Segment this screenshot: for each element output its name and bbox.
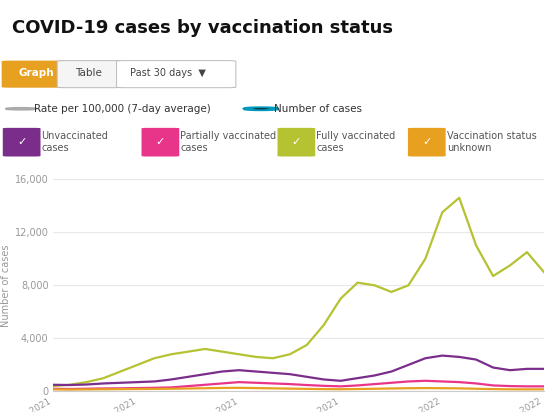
FancyBboxPatch shape [142,128,179,157]
FancyBboxPatch shape [57,61,121,88]
Text: ✓: ✓ [156,137,165,147]
FancyBboxPatch shape [117,61,236,88]
Text: Rate per 100,000 (7-day average): Rate per 100,000 (7-day average) [34,104,211,114]
FancyBboxPatch shape [3,128,41,157]
FancyBboxPatch shape [2,61,71,88]
Text: Graph: Graph [18,68,54,78]
Y-axis label: Number of cases: Number of cases [1,244,11,327]
Text: ✓: ✓ [292,137,301,147]
Text: COVID-19 cases by vaccination status: COVID-19 cases by vaccination status [12,19,393,37]
Text: Fully vaccinated
cases: Fully vaccinated cases [316,131,396,153]
Text: ✓: ✓ [17,137,26,147]
FancyBboxPatch shape [278,128,315,157]
Text: Past 30 days  ▼: Past 30 days ▼ [130,68,205,78]
Text: ✓: ✓ [422,137,431,147]
Circle shape [253,108,269,109]
Text: Partially vaccinated
cases: Partially vaccinated cases [180,131,276,153]
Text: Number of cases: Number of cases [274,104,362,114]
Text: Unvaccinated
cases: Unvaccinated cases [42,131,108,153]
Text: Vaccination status
unknown: Vaccination status unknown [447,131,537,153]
Text: Table: Table [75,68,102,78]
FancyBboxPatch shape [408,128,446,157]
